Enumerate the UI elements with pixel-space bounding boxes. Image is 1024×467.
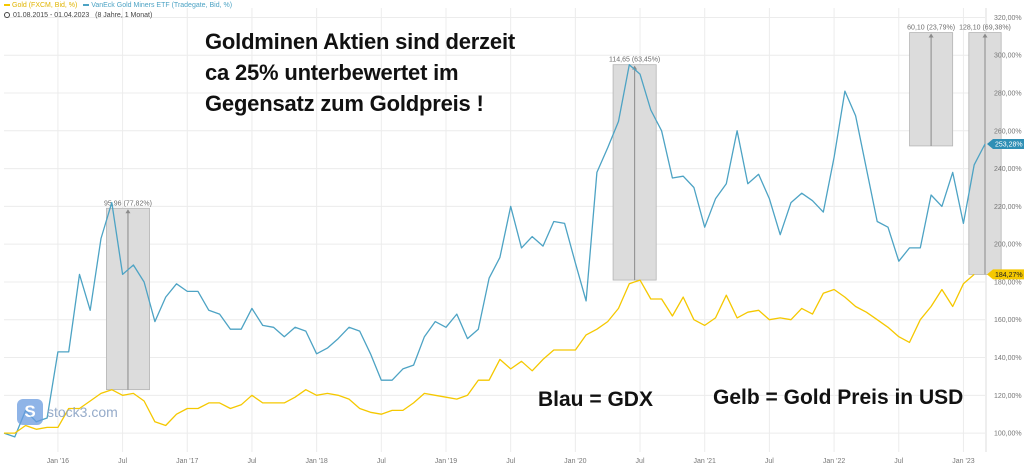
y-tick-label: 240,00%: [994, 166, 1022, 173]
measure-arrow: [125, 209, 131, 214]
x-tick-label: Jan '23: [952, 458, 974, 465]
measure-label: 128,10 (69,38%): [959, 25, 1011, 32]
x-tick-label: Jul: [506, 458, 515, 465]
measure-label: 60,10 (23,79%): [907, 25, 955, 32]
series-line-gold: [4, 273, 975, 434]
legend: Gold (FXCM, Bid, %) VanEck Gold Miners E…: [4, 2, 232, 9]
x-tick-label: Jul: [765, 458, 774, 465]
y-tick-label: 160,00%: [994, 317, 1022, 324]
end-label: 253,28%: [987, 139, 1024, 150]
x-tick-label: Jan '18: [305, 458, 327, 465]
headline-line-1: Goldminen Aktien sind derzeit: [205, 29, 515, 54]
legend-item-gold[interactable]: Gold (FXCM, Bid, %): [4, 2, 79, 9]
measure-arrow: [928, 33, 934, 38]
y-tick-label: 220,00%: [994, 204, 1022, 211]
headline-line-2: ca 25% unterbewertet im: [205, 60, 459, 85]
x-tick-label: Jan '22: [823, 458, 845, 465]
y-tick-label: 300,00%: [994, 53, 1022, 60]
x-tick-label: Jul: [636, 458, 645, 465]
measure-arrow: [982, 33, 988, 38]
x-tick-label: Jan '21: [694, 458, 716, 465]
measure-annotations: 95,96 (77,82%) 114,65 (63,45%) 60,10 (23,7…: [104, 25, 1011, 391]
end-label-text: 184,27%: [995, 272, 1023, 279]
x-axis: Jan '16 Jul Jan '17 Jul Jan '18 Jul Jan '19 Jul…: [47, 458, 975, 465]
end-label: 184,27%: [987, 269, 1024, 280]
x-tick-label: Jul: [247, 458, 256, 465]
end-label-text: 253,28%: [995, 142, 1023, 149]
measure-label: 114,65 (63,45%): [609, 57, 660, 64]
legend-label-gold: Gold (FXCM, Bid, %): [12, 2, 78, 9]
legend-label-gdx: VanEck Gold Miners ETF (Tradegate, Bid, …: [91, 2, 233, 9]
y-tick-label: 320,00%: [994, 15, 1022, 22]
y-tick-label: 200,00%: [994, 242, 1022, 249]
x-tick-label: Jan '17: [176, 458, 198, 465]
y-tick-label: 180,00%: [994, 279, 1022, 286]
y-axis: 100,00% 120,00% 140,00% 160,00% 180,00% 200,0…: [994, 15, 1022, 438]
headline-line-3: Gegensatz zum Goldpreis !: [205, 91, 484, 116]
date-range-text: 01.08.2015 - 01.04.2023: [13, 12, 90, 19]
stock3-logo-icon: S: [17, 399, 43, 425]
x-tick-label: Jul: [377, 458, 386, 465]
stock3-logo: S stock3.com: [17, 398, 118, 426]
legend-swatch-gdx: [83, 4, 90, 6]
x-tick-label: Jul: [118, 458, 127, 465]
x-tick-label: Jan '20: [564, 458, 586, 465]
x-tick-label: Jan '16: [47, 458, 69, 465]
date-range[interactable]: 01.08.2015 - 01.04.2023 (8 Jahre, 1 Mona…: [4, 12, 152, 19]
series-lines: [3, 64, 986, 438]
end-label-bg: [987, 139, 1024, 150]
period-text: (8 Jahre, 1 Monat): [95, 12, 153, 19]
note-blue: Blau = GDX: [538, 388, 653, 411]
measure-label: 95,96 (77,82%): [104, 200, 152, 207]
legend-swatch-gold: [4, 4, 10, 6]
y-tick-label: 280,00%: [994, 91, 1022, 98]
y-tick-label: 100,00%: [994, 431, 1022, 438]
y-tick-label: 260,00%: [994, 128, 1022, 135]
end-value-labels: 253,28% 184,27%: [987, 139, 1024, 280]
legend-item-gdx[interactable]: VanEck Gold Miners ETF (Tradegate, Bid, …: [83, 2, 232, 9]
x-tick-label: Jul: [894, 458, 903, 465]
stock3-logo-text: stock3.com: [47, 404, 118, 420]
note-yellow: Gelb = Gold Preis in USD: [713, 386, 964, 409]
end-label-bg: [987, 269, 1024, 280]
x-tick-label: Jan '19: [435, 458, 457, 465]
headline: Goldminen Aktien sind derzeit ca 25% unt…: [205, 26, 515, 119]
y-tick-label: 120,00%: [994, 393, 1022, 400]
y-tick-label: 140,00%: [994, 355, 1022, 362]
series-line-gdx: [3, 64, 986, 438]
clock-icon: [4, 12, 10, 19]
